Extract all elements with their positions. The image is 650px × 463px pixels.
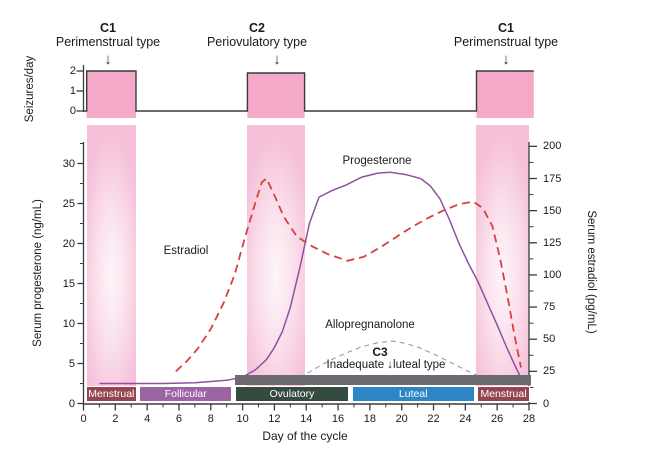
x-tick-label: 4: [144, 413, 151, 425]
phase-bar-menstrual: Menstrual: [477, 386, 530, 402]
right-tick-label: 0: [543, 397, 550, 410]
right-tick-label: 50: [543, 333, 556, 346]
c3-inadequate-luteal-bar: [234, 375, 531, 385]
x-tick-label: 10: [236, 413, 249, 425]
header-code: C2: [249, 21, 265, 35]
right-tick-label: 25: [543, 365, 556, 378]
x-tick-label: 14: [300, 413, 313, 425]
x-tick-label: 6: [175, 413, 183, 425]
left-tick-label: 30: [62, 157, 75, 170]
x-tick-label: 22: [427, 413, 440, 425]
x-tick-label: 20: [395, 413, 408, 425]
estradiol-curve: [175, 177, 522, 373]
x-tick-label: 24: [459, 413, 472, 425]
left-tick-label: 25: [62, 197, 75, 210]
catamenial-highlight-band: [86, 125, 136, 386]
seizure-step-fill: [247, 73, 305, 118]
catamenial-highlight-band: [476, 125, 529, 386]
right-tick-label: 75: [543, 301, 556, 314]
progesterone-curve: [99, 171, 527, 385]
progesterone-curve-label: Progesterone: [342, 155, 412, 167]
seizure-tick-label: 0: [69, 105, 76, 117]
left-tick-label: 0: [68, 397, 75, 410]
x-tick-label: 2: [112, 413, 119, 425]
seizure-tick-label: 1: [69, 85, 76, 97]
allopregnanolone-curve-label: Allopregnanolone: [325, 319, 415, 331]
seizure-axis-title: Seizures/day: [24, 55, 36, 123]
x-axis-title: Day of the cycle: [262, 429, 348, 443]
right-tick-label: 175: [543, 172, 562, 185]
x-tick-label: 0: [80, 413, 87, 425]
phase-bar-ovulatory: Ovulatory: [234, 386, 350, 402]
right-tick-label: 125: [543, 236, 562, 249]
phase-bar-menstrual: Menstrual: [85, 386, 137, 402]
header-label: Periovulatory type: [206, 35, 308, 49]
down-arrow-icon: ↓: [273, 51, 281, 68]
c3-inadequate-luteal-label: Inadequate ↓luteal type: [326, 359, 446, 371]
x-tick-label: 28: [522, 413, 536, 425]
seizure-trace: [83, 70, 534, 112]
right-tick-label: 200: [543, 140, 562, 153]
seizure-step-fill: [86, 71, 137, 118]
x-tick-label: 18: [363, 413, 376, 425]
header-label: Perimenstrual type: [453, 35, 559, 49]
phase-bar-luteal: Luteal: [351, 386, 475, 402]
x-tick-label: 12: [268, 413, 281, 425]
right-tick-label: 150: [543, 204, 562, 217]
phase-bar-follicular: Follicular: [139, 386, 233, 402]
x-tick-label: 8: [207, 413, 214, 425]
down-arrow-icon: ↓: [502, 51, 510, 68]
right-axis-title: Serum estradiol (pg/mL): [585, 210, 597, 334]
header-code: C1: [100, 21, 116, 35]
left-tick-label: 20: [62, 237, 75, 250]
header-c2-periovulatory: C2 Periovulatory type: [177, 21, 337, 49]
allopregnanolone-curve: [299, 340, 482, 379]
down-arrow-icon: ↓: [104, 51, 112, 68]
catamenial-highlight-band: [247, 125, 305, 386]
header-c1-perimenstrual-right: C1 Perimenstrual type: [426, 21, 586, 49]
x-tick-label: 16: [331, 413, 345, 425]
c3-code-label: C3: [372, 345, 388, 359]
header-code: C1: [498, 21, 514, 35]
header-c1-perimenstrual-left: C1 Perimenstrual type: [28, 21, 188, 49]
estradiol-curve-label: Estradiol: [163, 245, 209, 257]
header-label: Perimenstrual type: [55, 35, 161, 49]
x-tick-label: 26: [491, 413, 504, 425]
left-tick-label: 5: [68, 357, 75, 370]
left-tick-label: 10: [62, 317, 75, 330]
right-tick-label: 100: [543, 268, 562, 281]
seizure-tick-label: 2: [69, 65, 76, 77]
seizure-step-fill: [476, 71, 534, 118]
left-tick-label: 15: [62, 277, 75, 290]
